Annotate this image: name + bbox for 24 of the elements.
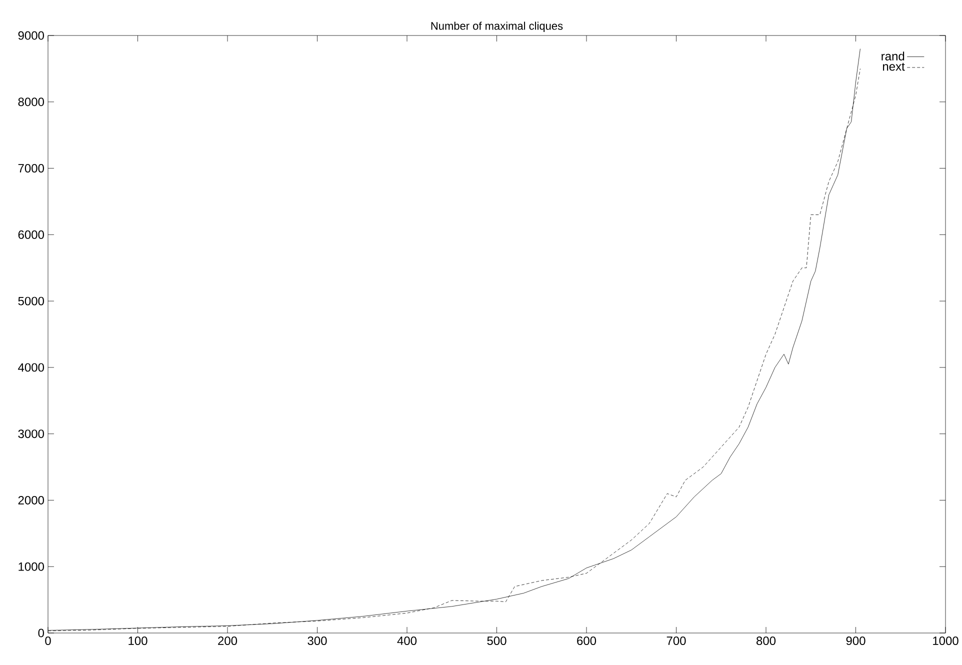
y-tick-label: 6000 xyxy=(18,230,44,239)
x-tick-label: 100 xyxy=(128,636,148,646)
x-tick-label: 400 xyxy=(397,636,417,646)
y-tick-label: 4000 xyxy=(18,363,44,372)
x-tick-label: 200 xyxy=(218,636,238,646)
x-tick-label: 700 xyxy=(666,636,686,646)
x-tick-label: 800 xyxy=(756,636,776,646)
legend-label: next xyxy=(882,62,905,71)
y-tick-label: 3000 xyxy=(18,430,44,438)
x-tick-label: 1000 xyxy=(933,636,958,646)
x-tick-label: 600 xyxy=(577,636,596,646)
x-tick-label: 0 xyxy=(45,636,51,646)
chart-title: Number of maximal cliques xyxy=(431,22,563,32)
y-tick-label: 5000 xyxy=(18,296,44,306)
y-tick-label: 1000 xyxy=(18,562,44,571)
y-tick-label: 8000 xyxy=(18,98,44,106)
y-tick-label: 9000 xyxy=(18,31,44,40)
x-tick-label: 300 xyxy=(308,636,327,646)
y-tick-label: 2000 xyxy=(18,496,44,504)
y-tick-label: 0 xyxy=(38,628,44,638)
legend-label: rand xyxy=(882,52,904,60)
x-tick-label: 900 xyxy=(846,636,866,646)
y-tick-label: 7000 xyxy=(18,164,44,173)
x-tick-label: 500 xyxy=(487,636,506,646)
